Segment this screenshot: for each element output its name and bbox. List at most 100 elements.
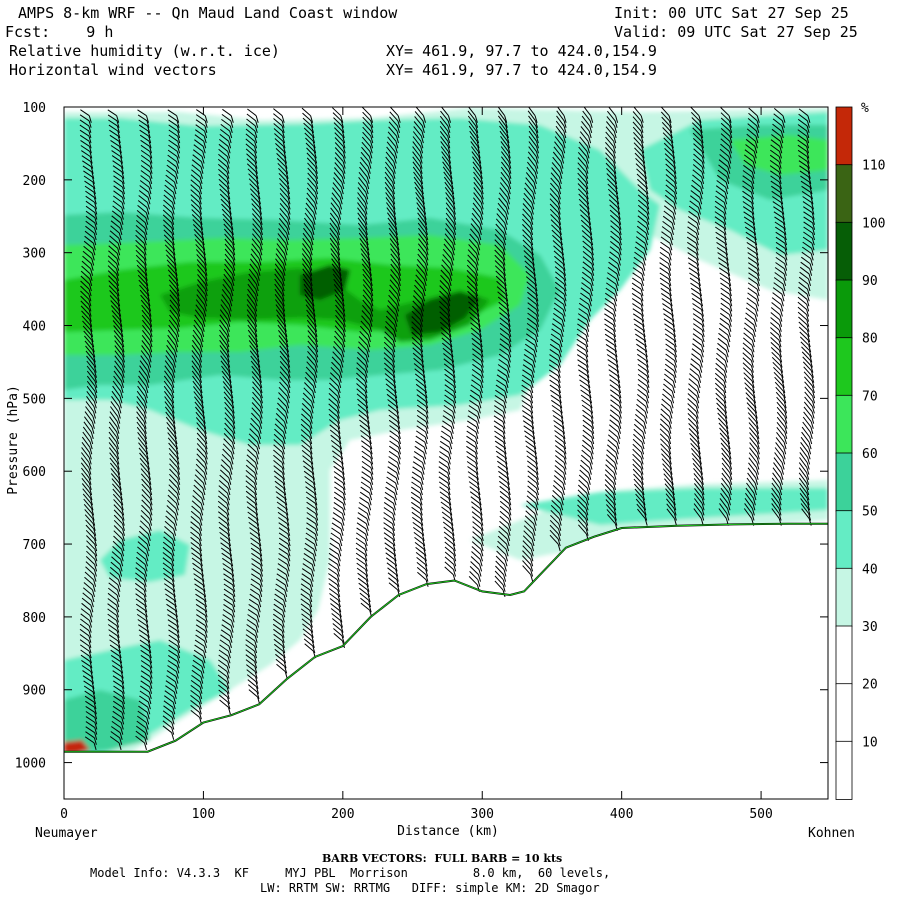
wind-barb-shaft	[309, 416, 313, 424]
wind-barb-flag	[139, 525, 149, 535]
wind-barb-shaft	[585, 360, 589, 368]
wind-barb-flag	[743, 508, 753, 519]
wind-barb-shaft	[451, 416, 455, 424]
wind-barb-shaft	[314, 202, 318, 210]
wind-barb-flag	[694, 483, 703, 494]
wind-barb-shaft	[534, 513, 538, 521]
wind-barb-flag	[218, 178, 228, 188]
wind-barb-shaft	[93, 192, 97, 200]
wind-barb-shaft	[228, 309, 232, 317]
wind-barb-shaft	[674, 181, 678, 190]
wind-barb-shaft	[256, 518, 260, 526]
wind-barb-flag	[607, 183, 617, 193]
wind-barb-shaft	[563, 283, 567, 292]
wind-barb-shaft	[700, 477, 704, 485]
wind-barb-shaft	[673, 161, 676, 169]
wind-barb-flag	[221, 619, 232, 627]
wind-barb-shaft	[340, 192, 344, 200]
wind-barb-shaft	[176, 324, 180, 332]
wind-barb-flag	[277, 563, 288, 570]
wind-barb-shaft	[421, 304, 424, 312]
wind-barb-flag	[439, 280, 449, 290]
wind-barb-flag	[445, 207, 455, 219]
wind-barb-shaft	[367, 421, 371, 429]
wind-barb-flag	[168, 324, 177, 336]
wind-barb-shaft	[199, 207, 202, 215]
wind-barb-shaft	[696, 258, 700, 266]
wind-barb-flag	[719, 272, 729, 280]
wind-barb-flag	[414, 368, 424, 377]
wind-barb-flag	[610, 220, 620, 229]
wind-barb-flag	[577, 504, 587, 514]
wind-barb-flag	[632, 443, 642, 453]
wind-barb-flag	[494, 430, 504, 438]
wind-barb-shaft	[89, 278, 93, 287]
wind-barb-shaft	[618, 237, 622, 246]
wind-barb-flag	[771, 185, 781, 193]
wind-barb-shaft	[342, 304, 346, 312]
wind-barb-flag	[109, 644, 120, 652]
wind-barb-shaft	[478, 161, 482, 169]
wind-barb-flag	[384, 336, 394, 346]
wind-barb-flag	[527, 307, 537, 315]
wind-barb-shaft	[535, 492, 539, 501]
wind-barb-shaft	[309, 268, 313, 276]
wind-barb-flag	[356, 383, 366, 392]
wind-barb-flag	[414, 445, 424, 453]
wind-barb-flag	[334, 162, 344, 173]
wind-barb-shaft	[229, 125, 233, 134]
wind-barb-flag	[273, 433, 284, 443]
wind-barb-flag	[135, 598, 146, 606]
wind-barb-shaft	[175, 615, 179, 623]
title-line: AMPS 8-km WRF -- Qn Maud Land Coast wind…	[18, 4, 398, 22]
wind-barb-flag	[85, 225, 95, 234]
wind-barb-flag	[747, 282, 758, 290]
wind-barb-flag	[439, 130, 449, 142]
wind-barb-flag	[193, 391, 202, 402]
wind-barb-flag	[333, 283, 343, 295]
wind-barb-flag	[333, 177, 342, 188]
wind-barb-flag	[609, 209, 620, 219]
wind-barb-shaft	[258, 263, 261, 271]
wind-barb-flag	[84, 340, 94, 351]
wind-barb-shaft	[91, 513, 95, 521]
wind-barb-flag	[411, 316, 421, 326]
wind-barb-shaft	[536, 487, 539, 496]
wind-barb-flag	[305, 537, 315, 545]
wind-barb-shaft	[640, 283, 644, 292]
wind-barb-shaft	[228, 645, 232, 654]
wind-barb-shaft	[314, 192, 318, 200]
wind-barb-flag	[660, 418, 670, 428]
wind-barb-shaft	[149, 319, 153, 327]
wind-barb-flag	[661, 403, 671, 412]
wind-barb-flag	[357, 217, 366, 229]
wind-barb-flag	[470, 322, 480, 331]
wind-barb-shaft	[227, 482, 231, 491]
wind-barb-flag	[690, 282, 700, 290]
wind-barb-shaft	[177, 146, 181, 154]
wind-barb-shaft	[281, 620, 285, 628]
wind-barb-flag	[664, 200, 674, 208]
wind-barb-shaft	[563, 273, 567, 281]
wind-barb-shaft	[342, 151, 346, 159]
wind-barb-flag	[692, 164, 703, 173]
wind-barb-flag	[168, 129, 178, 137]
wind-barb-shaft	[425, 258, 429, 266]
wind-barb-flag	[609, 419, 619, 428]
wind-barb-shaft	[283, 324, 287, 332]
wind-barb-flag	[140, 649, 150, 657]
wind-barb-shaft	[260, 232, 263, 241]
wind-barb-flag	[637, 508, 646, 519]
wind-barb-shaft	[369, 314, 373, 322]
wind-barb-flag	[550, 219, 560, 229]
wind-barb-shaft	[699, 120, 703, 128]
wind-barb-shaft	[423, 212, 427, 220]
wind-barb-flag	[499, 343, 509, 351]
wind-barb-shaft	[365, 186, 369, 195]
wind-barb-flag	[190, 174, 201, 183]
wind-barb-flag	[219, 188, 229, 198]
wind-barb-shaft	[92, 518, 96, 526]
wind-barb-shaft	[508, 171, 512, 179]
wind-barb-shaft	[398, 447, 401, 455]
wind-barb-shaft	[226, 676, 230, 684]
